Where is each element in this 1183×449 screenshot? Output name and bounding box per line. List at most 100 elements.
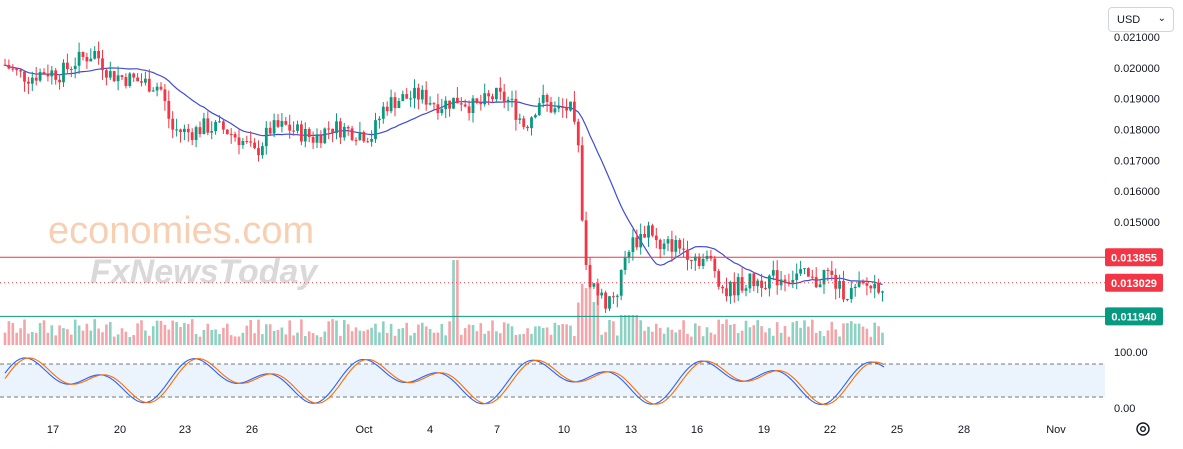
volume-bar [315, 335, 319, 345]
candle-body [327, 128, 331, 130]
candle-body [779, 279, 783, 286]
candle-body [417, 87, 420, 100]
candle-body [136, 77, 139, 82]
volume-bar [565, 324, 568, 345]
volume-bar [194, 333, 198, 345]
candle-body [857, 281, 861, 287]
candle-body [307, 128, 311, 138]
volume-bar [662, 333, 666, 345]
y-tick-label: 0.015000 [1114, 217, 1160, 229]
stoch-d-line [4, 357, 885, 406]
candle-body [245, 141, 249, 143]
volume-bar [787, 336, 791, 345]
x-tick-label: 19 [758, 424, 770, 436]
candle-body [214, 121, 217, 132]
candle-body [545, 95, 549, 103]
volume-bar [288, 320, 291, 345]
candle-body [842, 280, 845, 300]
volume-bar [136, 323, 139, 345]
volume-bar [748, 327, 752, 345]
candle-body [604, 292, 607, 309]
volume-bar [101, 332, 104, 345]
volume-bar [580, 283, 584, 345]
volume-bar [54, 335, 57, 345]
volume-bar [339, 335, 342, 345]
volume-bar [573, 335, 576, 345]
candle-body [690, 259, 693, 261]
volume-bar [756, 320, 759, 345]
candle-body [651, 225, 654, 236]
volume-bar [292, 335, 295, 345]
candle-body [58, 79, 61, 83]
volume-bar [779, 332, 783, 345]
candle-body [186, 128, 190, 133]
price-levels-layer: 0.013855 0.013029 0.011940 [0, 248, 1163, 326]
candle-body [557, 106, 561, 109]
volume-bar [354, 327, 358, 345]
candle-body [233, 134, 237, 138]
volume-bar [717, 319, 720, 345]
candle-body [627, 252, 631, 258]
resistance-label-bg [1105, 248, 1163, 267]
candle-body [436, 104, 440, 114]
volume-bar [417, 324, 420, 345]
volume-bar [214, 329, 217, 345]
volume-bar [132, 335, 135, 345]
candle-body [292, 130, 295, 132]
volume-bar [569, 325, 572, 345]
candle-body [526, 126, 529, 129]
volume-bar [499, 333, 502, 345]
candle-body [643, 234, 646, 238]
volume-bar [374, 323, 377, 345]
candle-body [179, 129, 182, 133]
candle-body [350, 128, 354, 140]
volume-bar [526, 328, 529, 345]
volume-bar [23, 319, 26, 345]
candle-body [167, 100, 171, 119]
volume-bar [58, 325, 61, 345]
candle-body [736, 277, 740, 296]
volume-bar [261, 334, 264, 345]
volume-bar [393, 335, 397, 345]
candle-body [140, 81, 143, 83]
volume-bar [487, 330, 490, 345]
settings-gear-icon[interactable] [1133, 419, 1153, 439]
candle-body [721, 286, 724, 289]
volume-bar [73, 319, 77, 345]
candle-body [253, 142, 256, 149]
candle-body [424, 89, 428, 105]
volume-bar [34, 332, 38, 345]
volume-bar [151, 326, 155, 345]
candle-body [740, 277, 744, 291]
candle-body [132, 73, 136, 78]
candle-body [600, 292, 604, 296]
candle-body [335, 121, 338, 134]
volume-bar [467, 324, 471, 345]
volume-bar [463, 328, 467, 345]
volume-bar [460, 334, 463, 345]
volume-bar [592, 302, 596, 345]
volume-layer [3, 260, 884, 345]
volume-bar [350, 331, 354, 345]
candle-body [748, 273, 752, 289]
currency-select[interactable]: USD ⌄ [1108, 7, 1174, 32]
volume-bar [495, 331, 498, 345]
candle-body [479, 102, 483, 105]
volume-bar [616, 335, 619, 345]
candle-body [93, 50, 97, 59]
volume-bar [237, 336, 241, 345]
volume-bar [814, 333, 818, 345]
candle-body [502, 91, 506, 103]
candle-body [799, 269, 802, 274]
volume-bar [11, 322, 15, 345]
volume-bar [358, 330, 362, 345]
x-tick-label: 13 [625, 424, 637, 436]
candle-body [826, 269, 830, 271]
volume-bar [545, 327, 549, 345]
volume-bar [534, 326, 537, 345]
candle-body [834, 274, 838, 289]
volume-bar [226, 323, 229, 345]
volume-bar [331, 319, 334, 345]
volume-bar [752, 325, 756, 345]
